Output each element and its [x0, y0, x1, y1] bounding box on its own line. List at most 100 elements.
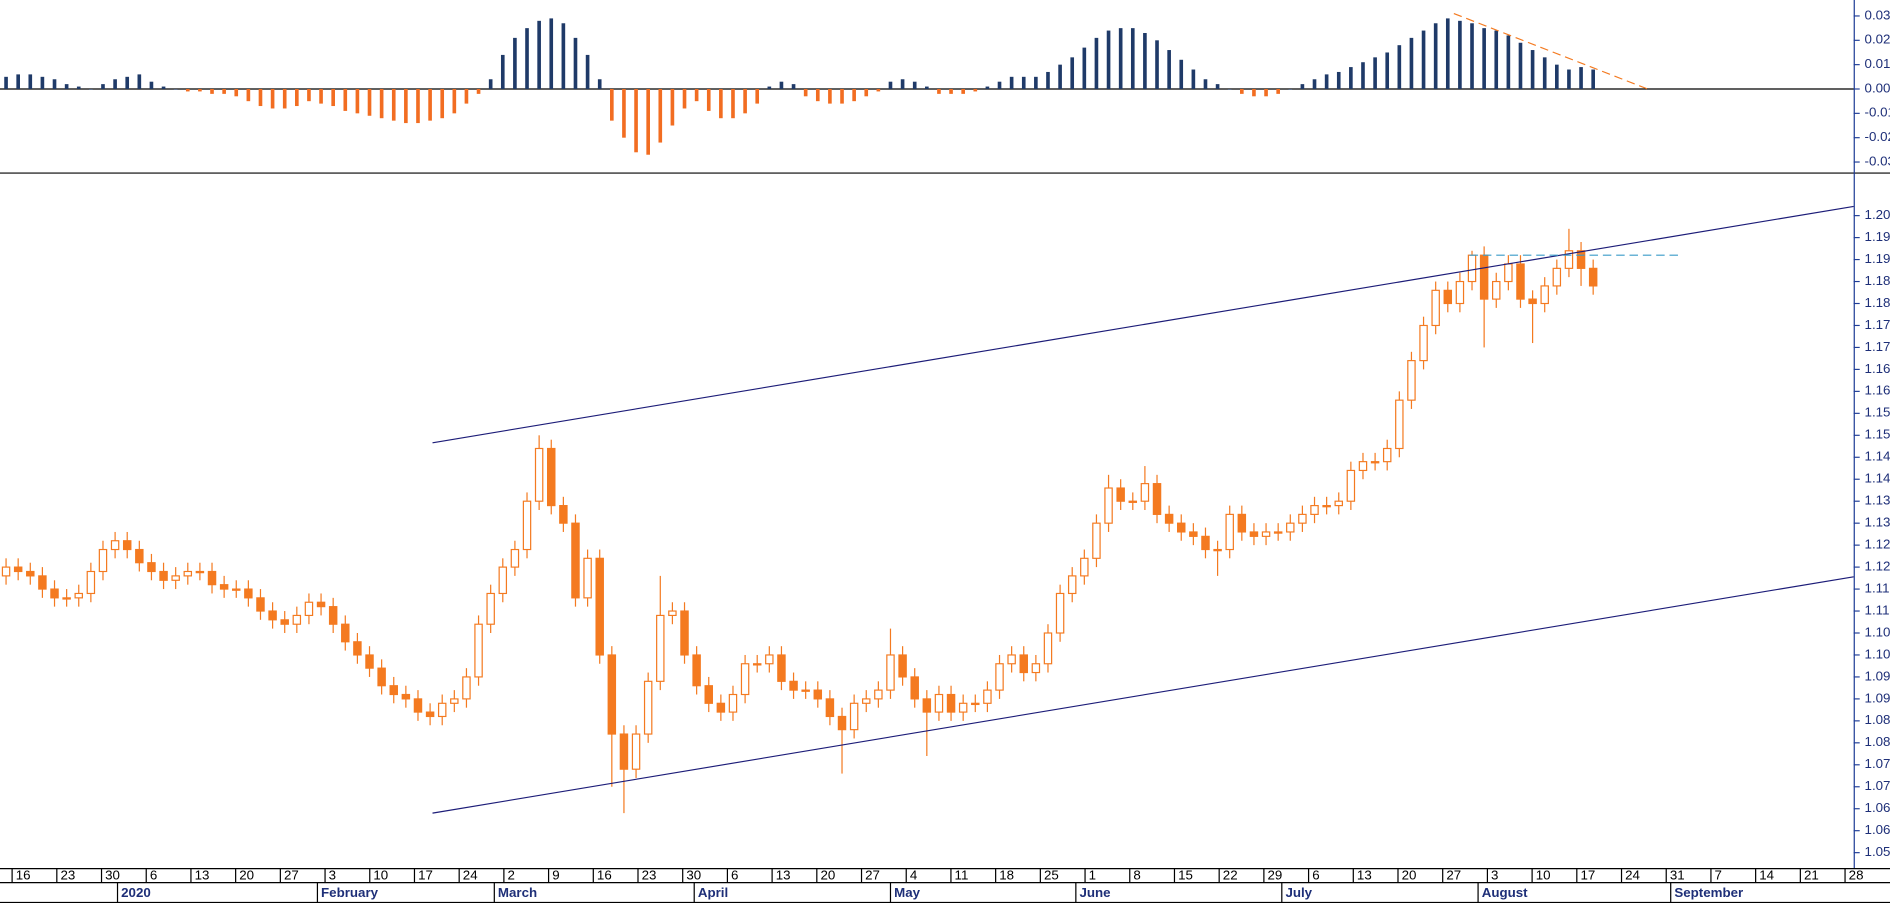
candle-body: [1043, 632, 1053, 665]
histogram-bar: [343, 88, 348, 111]
histogram-bar: [597, 79, 602, 89]
candle-body: [1007, 654, 1016, 665]
candle-body: [704, 685, 713, 704]
histogram-bar: [876, 88, 881, 92]
candle-body: [147, 562, 156, 573]
histogram-bar: [815, 88, 820, 102]
y-tick-label: 1.195: [1865, 229, 1890, 244]
histogram-bar: [1421, 30, 1426, 89]
histogram-bar: [1349, 67, 1353, 89]
x-tick-label: 16: [16, 868, 31, 883]
histogram-bar: [1579, 67, 1583, 89]
candle-body: [244, 588, 253, 599]
candle-body: [377, 667, 386, 687]
candle-body: [1055, 592, 1065, 634]
candle-body: [1261, 531, 1271, 537]
histogram-bar: [500, 54, 505, 89]
histogram-bar: [1179, 59, 1184, 89]
candle-body: [1092, 522, 1101, 559]
histogram-bar: [743, 88, 747, 114]
candle-body: [946, 693, 956, 713]
candle-body: [13, 566, 23, 573]
candle-body: [183, 570, 193, 577]
candle-body: [219, 584, 229, 590]
candle-body: [498, 566, 508, 595]
candle-body: [1576, 250, 1586, 269]
histogram-bar: [525, 28, 529, 89]
histogram-bar: [985, 86, 990, 89]
histogram-bar: [1191, 69, 1196, 89]
x-tick-label: 13: [1357, 868, 1372, 883]
histogram-bar: [222, 88, 226, 94]
x-tick-label: 6: [150, 868, 157, 883]
trend-line: [432, 576, 1854, 814]
histogram-bar: [1397, 45, 1402, 89]
candle-body: [1395, 399, 1404, 450]
candle-body: [38, 575, 47, 590]
histogram-bar: [513, 37, 517, 89]
histogram-bar: [379, 88, 384, 119]
y-tick-label: 1.110: [1865, 603, 1890, 618]
candle-body: [1552, 267, 1562, 287]
candle-body: [413, 698, 423, 713]
histogram-bar: [161, 86, 166, 89]
x-tick-label: 20: [820, 868, 835, 883]
histogram-bar: [246, 88, 251, 102]
month-label: August: [1482, 885, 1529, 900]
candle-body: [1, 566, 11, 577]
candle-body: [1140, 483, 1150, 502]
candle-body: [74, 592, 83, 599]
candle-body: [135, 548, 144, 564]
month-label: April: [698, 885, 728, 900]
candle-body: [195, 570, 205, 574]
histogram-bar: [925, 86, 929, 89]
histogram-bar: [113, 79, 117, 89]
candle-body: [1128, 500, 1138, 503]
histogram-bar: [64, 84, 69, 89]
histogram-bar: [476, 88, 481, 94]
candle-body: [801, 689, 810, 692]
candle-body: [922, 698, 932, 713]
y-tick-label: 1.155: [1865, 405, 1890, 420]
histogram-bar: [840, 88, 844, 104]
histogram-bar: [682, 88, 687, 109]
candle-body: [1516, 263, 1525, 300]
candle-body: [1334, 500, 1343, 507]
histogram-bar: [1094, 37, 1099, 89]
candle-body: [765, 654, 774, 665]
histogram-bar: [585, 54, 590, 89]
candle-body: [619, 733, 629, 770]
histogram-bar: [622, 88, 626, 138]
histogram-bar: [173, 88, 178, 90]
candle-body: [304, 601, 314, 617]
y-tick-label: 1.125: [1865, 537, 1890, 552]
x-tick-label: 6: [731, 868, 738, 883]
x-tick-label: 10: [1536, 868, 1551, 883]
histogram-bar: [779, 81, 784, 89]
candle-body: [874, 689, 883, 700]
histogram-bar: [416, 88, 420, 124]
y-tick-label: 0.01: [1865, 56, 1890, 71]
histogram-bar: [755, 88, 760, 104]
y-tick-label: -0.02: [1865, 129, 1890, 144]
candle-body: [510, 548, 520, 568]
x-tick-label: 20: [239, 868, 254, 883]
candle-body: [1152, 483, 1162, 515]
histogram-bar: [198, 88, 202, 92]
histogram-bar: [803, 88, 808, 97]
histogram-bar: [1021, 76, 1026, 89]
histogram-bar: [731, 88, 735, 119]
histogram-bar: [270, 88, 275, 109]
candle-body: [486, 592, 495, 625]
x-tick-label: 28: [1849, 868, 1864, 883]
x-tick-label: 22: [1223, 868, 1238, 883]
histogram-bar: [537, 20, 541, 89]
histogram-bar: [1130, 28, 1135, 89]
x-tick-label: 31: [1670, 868, 1685, 883]
x-tick-label: 9: [552, 868, 559, 883]
candle-body: [1431, 289, 1440, 327]
histogram-bar: [319, 88, 323, 104]
candle-body: [668, 610, 677, 617]
